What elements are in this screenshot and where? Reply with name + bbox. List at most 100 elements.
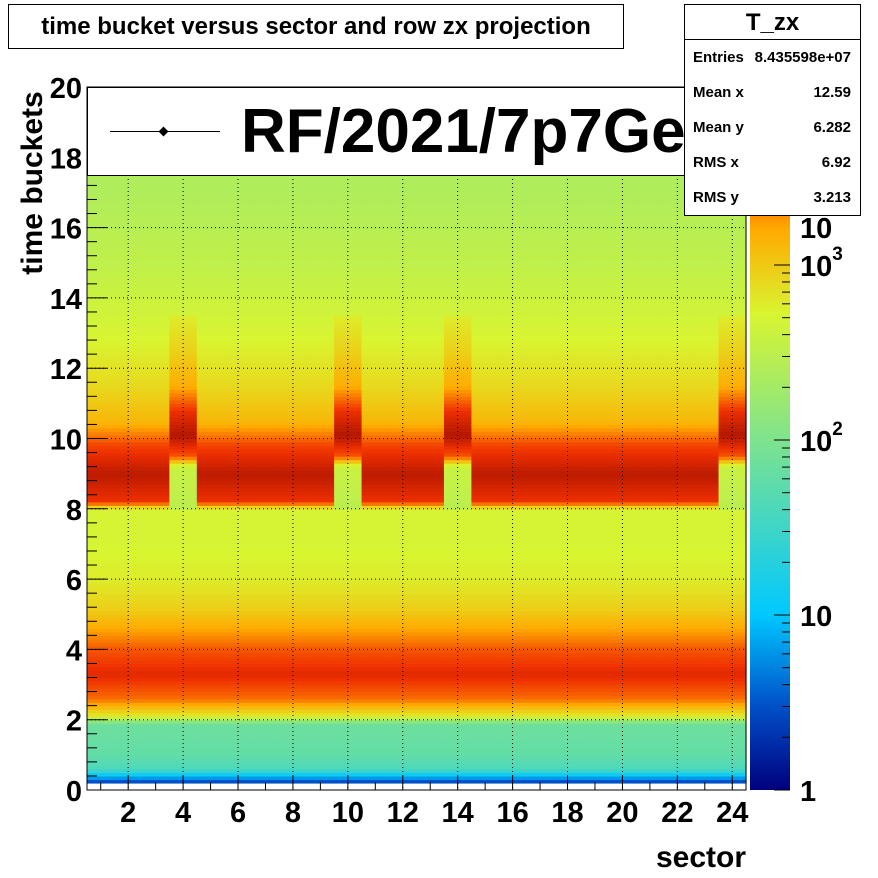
heatmap-cell	[196, 659, 225, 665]
heatmap-cell	[663, 726, 692, 731]
heatmap-cell	[306, 294, 335, 299]
heatmap-cell	[526, 424, 555, 429]
heatmap-cell	[526, 442, 555, 447]
x-tick-label: 10	[332, 797, 364, 829]
heatmap-cell	[361, 572, 390, 577]
heatmap-cell	[691, 406, 720, 411]
heatmap-cell	[306, 343, 335, 348]
heatmap-cell	[526, 304, 555, 310]
heatmap-cell	[389, 558, 418, 563]
heatmap-cell	[361, 740, 390, 745]
heatmap-cell	[251, 445, 280, 450]
heatmap-cell	[581, 178, 610, 183]
heatmap-cell	[141, 649, 170, 654]
heatmap-cell	[526, 533, 555, 538]
heatmap-cell	[196, 322, 225, 327]
heatmap-cell	[224, 684, 253, 689]
heatmap-cell	[87, 716, 116, 721]
heatmap-cell	[663, 487, 692, 492]
heatmap-cell	[169, 290, 198, 295]
heatmap-cell	[279, 659, 308, 665]
stats-value: 6.92	[821, 154, 851, 171]
heatmap-cell	[141, 220, 170, 225]
heatmap-cell	[251, 547, 280, 552]
heatmap-cell	[553, 547, 582, 552]
heatmap-cell	[114, 466, 143, 471]
heatmap-cell	[141, 241, 170, 246]
heatmap-cell	[361, 645, 390, 650]
heatmap-cell	[471, 470, 500, 475]
heatmap-cell	[169, 255, 198, 260]
heatmap-cell	[498, 547, 527, 552]
heatmap-cell	[608, 364, 637, 369]
heatmap-cell	[443, 582, 473, 587]
heatmap-cell	[608, 547, 637, 552]
heatmap-cell	[251, 702, 280, 707]
heatmap-cell	[471, 452, 500, 457]
heatmap-cell	[416, 603, 445, 608]
heatmap-cell	[334, 368, 363, 373]
heatmap-cell	[87, 617, 116, 622]
heatmap-cell	[306, 579, 335, 584]
heatmap-cell	[196, 607, 225, 612]
heatmap-cell	[526, 586, 555, 591]
heatmap-cell	[361, 550, 390, 556]
heatmap-cell	[389, 512, 418, 517]
heatmap-cell	[361, 213, 390, 218]
heatmap-cell	[169, 719, 198, 724]
heatmap-cell	[608, 224, 637, 229]
heatmap-cell	[224, 515, 253, 520]
heatmap-cell	[691, 311, 720, 317]
heatmap-cell	[196, 533, 225, 538]
heatmap-cell	[196, 238, 225, 243]
heatmap-cell	[553, 624, 582, 629]
heatmap-cell	[279, 614, 308, 619]
heatmap-cell	[196, 614, 225, 619]
heatmap-cell	[306, 751, 335, 756]
heatmap-cell	[196, 445, 225, 450]
heatmap-cell	[361, 554, 390, 559]
heatmap-cell	[526, 554, 555, 559]
heatmap-cell	[581, 434, 610, 440]
heatmap-cell	[636, 603, 665, 608]
heatmap-cell	[87, 259, 116, 264]
heatmap-cell	[334, 498, 363, 503]
heatmap-cell	[361, 371, 390, 376]
heatmap-cell	[443, 203, 473, 208]
heatmap-cell	[526, 396, 555, 401]
heatmap-cell	[471, 224, 500, 229]
heatmap-cell	[553, 656, 582, 661]
heatmap-cell	[498, 294, 527, 299]
heatmap-cell	[306, 382, 335, 387]
heatmap-cell	[718, 452, 747, 457]
heatmap-cell	[306, 603, 335, 608]
heatmap-cell	[224, 199, 253, 204]
heatmap-cell	[334, 494, 363, 499]
heatmap-cell	[361, 385, 390, 390]
heatmap-cell	[416, 628, 445, 633]
heatmap-cell	[251, 269, 280, 274]
heatmap-cell	[196, 681, 225, 686]
heatmap-cell	[663, 192, 692, 197]
heatmap-cell	[279, 568, 308, 573]
heatmap-cell	[718, 350, 747, 355]
heatmap-cell	[114, 315, 143, 320]
heatmap-cell	[498, 768, 527, 774]
heatmap-cell	[196, 192, 225, 197]
heatmap-cell	[87, 311, 116, 317]
heatmap-cell	[471, 431, 500, 436]
heatmap-cell	[334, 311, 363, 317]
heatmap-cell	[306, 663, 335, 668]
heatmap-cell	[443, 596, 473, 601]
heatmap-cell	[114, 744, 143, 749]
heatmap-cell	[389, 318, 418, 324]
heatmap-cell	[416, 399, 445, 404]
heatmap-cell	[471, 283, 500, 288]
heatmap-cell	[224, 726, 253, 731]
heatmap-cell	[389, 463, 418, 468]
heatmap-cell	[334, 322, 363, 327]
heatmap-cell	[334, 174, 363, 179]
heatmap-cell	[141, 290, 170, 295]
heatmap-cell	[471, 484, 500, 489]
